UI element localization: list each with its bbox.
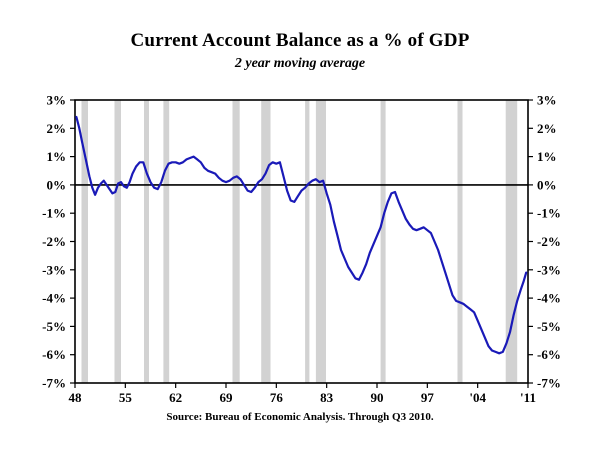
x-axis-label: 83: [320, 390, 334, 405]
x-axis-label: '11: [520, 390, 536, 405]
y-axis-label-right: -4%: [537, 291, 561, 306]
recession-band: [163, 100, 170, 383]
recession-band: [114, 100, 121, 383]
y-axis-label-left: -3%: [42, 262, 66, 277]
y-axis-label-right: 1%: [537, 149, 557, 164]
y-axis-label-left: -1%: [42, 206, 66, 221]
y-axis-label-right: -2%: [537, 234, 561, 249]
x-axis-label: 97: [421, 390, 435, 405]
y-axis-label-left: 1%: [47, 149, 67, 164]
y-axis-label-right: -7%: [537, 376, 561, 391]
y-axis-label-left: -6%: [42, 347, 66, 362]
recession-band: [261, 100, 271, 383]
y-axis-label-right: 2%: [537, 121, 557, 136]
recession-band: [380, 100, 386, 383]
y-axis-label-right: -5%: [537, 319, 561, 334]
x-axis-label: 55: [119, 390, 133, 405]
recession-band: [305, 100, 310, 383]
y-axis-label-left: -5%: [42, 319, 66, 334]
data-line: [75, 115, 528, 355]
y-axis-label-right: -3%: [537, 262, 561, 277]
source-note: Source: Bureau of Economic Analysis. Thr…: [166, 411, 434, 423]
x-axis-label: 69: [220, 390, 234, 405]
y-axis-label-right: -1%: [537, 206, 561, 221]
recession-band: [232, 100, 240, 383]
y-axis-label-left: 0%: [47, 177, 67, 192]
chart-subtitle: 2 year moving average: [234, 56, 366, 71]
recession-band: [81, 100, 88, 383]
y-axis-label-left: -7%: [42, 376, 66, 391]
y-axis-label-right: -6%: [537, 347, 561, 362]
recession-band: [457, 100, 463, 383]
recession-band: [505, 100, 518, 383]
plot-border: [74, 99, 529, 384]
x-axis-label: 62: [169, 390, 182, 405]
x-axis-label: 48: [69, 390, 83, 405]
chart-title: Current Account Balance as a % of GDP: [130, 30, 470, 51]
y-axis-label-left: -4%: [42, 291, 66, 306]
recession-band: [144, 100, 149, 383]
y-axis-label-left: 2%: [47, 121, 67, 136]
y-axis-label-right: 0%: [537, 177, 557, 192]
x-axis-label: 90: [371, 390, 384, 405]
x-axis-label: '04: [469, 390, 486, 405]
y-axis-label-left: -2%: [42, 234, 66, 249]
recession-band: [315, 100, 326, 383]
y-axis-label-left: 3%: [47, 93, 67, 108]
x-axis-label: 76: [270, 390, 284, 405]
y-axis-label-right: 3%: [537, 93, 557, 108]
